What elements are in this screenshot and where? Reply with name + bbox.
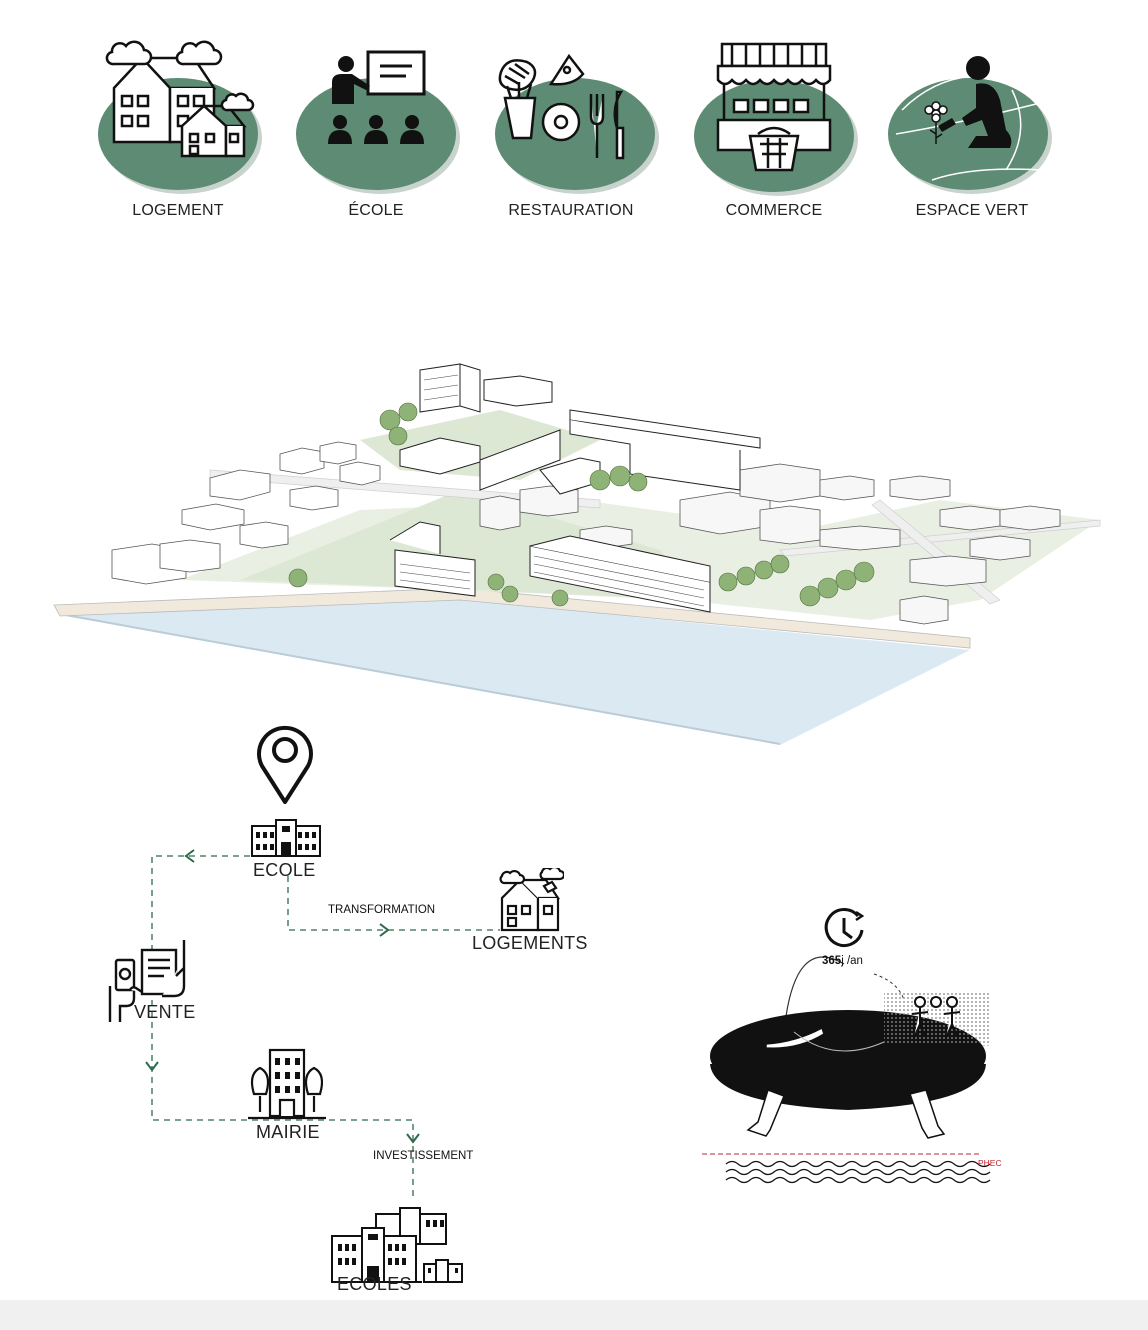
arrow-left-icon — [184, 849, 195, 863]
teacher-class-icon — [296, 50, 460, 194]
house-icon — [499, 868, 564, 932]
town-hall-icon — [248, 1048, 326, 1120]
contract-sale-icon — [108, 940, 186, 1022]
category-commerce: COMMERCE — [674, 30, 874, 230]
frequency-unit: j /an — [841, 955, 863, 967]
arrow-down-icon — [145, 1061, 159, 1072]
ecole-label: ECOLE — [253, 860, 316, 880]
category-label: LOGEMENT — [132, 202, 224, 219]
school-building-icon — [251, 819, 321, 857]
location-pin-icon — [257, 725, 313, 804]
category-espace-vert: ESPACE VERT — [872, 30, 1072, 230]
ecoles-label: ECOLES — [337, 1274, 412, 1294]
arrow-right-icon — [379, 923, 390, 937]
clock-icon — [824, 908, 865, 947]
category-ecole: ÉCOLE — [276, 30, 476, 230]
gardener-icon — [888, 56, 1052, 194]
frequency-label: 365j /an — [822, 955, 863, 967]
frequency-days: 365 — [822, 955, 842, 967]
floating-platform-diagram — [702, 908, 991, 1184]
category-label: RESTAURATION — [508, 202, 634, 219]
phec-label: PHEC — [978, 1158, 1002, 1168]
food-cutlery-icon — [495, 53, 659, 194]
category-label: ÉCOLE — [348, 202, 404, 219]
people-playing-icon — [911, 996, 961, 1039]
houses-icon — [98, 40, 262, 194]
logements-label: LOGEMENTS — [472, 933, 588, 953]
flow-diagram — [145, 849, 500, 1200]
category-label: COMMERCE — [725, 202, 823, 219]
bottom-band — [0, 1300, 1148, 1330]
category-label: ESPACE VERT — [915, 202, 1029, 219]
schools-cluster-icon — [331, 1207, 463, 1283]
category-restauration: RESTAURATION — [471, 30, 671, 230]
transformation-label: TRANSFORMATION — [328, 904, 436, 916]
vente-label: VENTE — [134, 1002, 196, 1022]
category-logement: LOGEMENT — [78, 30, 278, 230]
arrow-down-icon — [406, 1133, 420, 1144]
mairie-label: MAIRIE — [256, 1122, 320, 1142]
market-stall-icon — [694, 42, 858, 196]
investissement-label: INVESTISSEMENT — [373, 1150, 474, 1162]
site-axonometric — [53, 363, 1101, 745]
